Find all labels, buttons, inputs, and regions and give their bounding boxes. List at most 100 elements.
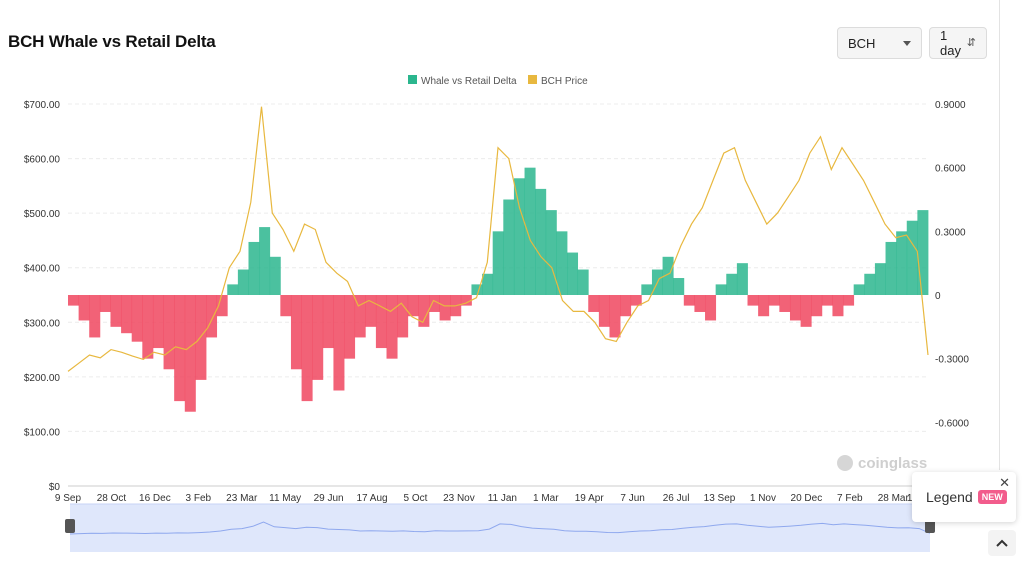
delta-bar bbox=[131, 295, 143, 342]
delta-bar bbox=[630, 295, 642, 306]
delta-bar bbox=[906, 220, 918, 295]
x-tick-label: 28 Oct bbox=[97, 493, 127, 504]
delta-bar bbox=[567, 252, 579, 295]
delta-bar bbox=[843, 295, 855, 306]
delta-bar bbox=[142, 295, 154, 359]
delta-bar bbox=[322, 295, 334, 349]
watermark-text: coinglass bbox=[858, 455, 927, 472]
x-tick-label: 11 Jan bbox=[488, 493, 517, 504]
y-left-tick-label: $600.00 bbox=[24, 155, 61, 166]
x-tick-label: 28 Mar bbox=[878, 493, 910, 504]
delta-bar bbox=[715, 284, 727, 295]
delta-bar bbox=[439, 295, 451, 321]
delta-bar bbox=[535, 188, 547, 295]
y-left-tick-label: $700.00 bbox=[24, 100, 61, 111]
panel-divider bbox=[999, 0, 1000, 470]
x-tick-label: 23 Nov bbox=[443, 493, 475, 504]
delta-bar bbox=[917, 210, 929, 295]
y-left-tick-label: $300.00 bbox=[24, 318, 61, 329]
delta-bar bbox=[503, 199, 515, 295]
delta-bar bbox=[492, 231, 504, 295]
delta-bar bbox=[588, 295, 600, 312]
x-tick-label: 3 Feb bbox=[186, 493, 212, 504]
coinglass-logo-icon bbox=[837, 455, 853, 471]
delta-bar bbox=[683, 295, 695, 306]
chevron-up-icon bbox=[996, 539, 1008, 547]
delta-bar bbox=[386, 295, 398, 359]
legend-swatch-price bbox=[528, 75, 537, 84]
coin-select[interactable]: BCH bbox=[837, 27, 922, 59]
chart-legend: Whale vs Retail Delta BCH Price bbox=[408, 75, 588, 87]
delta-bar bbox=[418, 295, 430, 327]
delta-bar bbox=[397, 295, 409, 338]
delta-bar bbox=[471, 284, 483, 295]
delta-bar bbox=[354, 295, 366, 338]
delta-bar bbox=[365, 295, 377, 327]
delta-bar bbox=[99, 295, 111, 312]
scroll-top-button[interactable] bbox=[988, 530, 1016, 556]
delta-bar bbox=[811, 295, 823, 317]
delta-bar bbox=[736, 263, 748, 295]
delta-bar bbox=[280, 295, 292, 317]
price-line-group bbox=[67, 106, 929, 372]
delta-bar bbox=[513, 178, 525, 295]
navigator-right-handle bbox=[925, 519, 935, 533]
x-tick-label: 16 Dec bbox=[139, 493, 171, 504]
delta-bar bbox=[885, 241, 897, 295]
delta-bar bbox=[312, 295, 324, 380]
delta-bar bbox=[248, 241, 260, 295]
delta-bar bbox=[110, 295, 122, 327]
y-right-tick-label: 0.3000 bbox=[935, 227, 966, 238]
watermark-group: coinglass bbox=[837, 455, 927, 472]
x-tick-label: 9 Sep bbox=[55, 493, 82, 504]
delta-bar bbox=[460, 295, 472, 306]
delta-bar bbox=[344, 295, 356, 359]
range-navigator bbox=[65, 503, 935, 552]
delta-bar bbox=[896, 231, 908, 295]
x-tick-label: 7 Feb bbox=[837, 493, 863, 504]
interval-select[interactable]: 1 day ⇵ bbox=[929, 27, 987, 59]
delta-chart: Whale vs Retail Delta BCH Price coinglass… bbox=[24, 75, 969, 552]
updown-arrows-icon: ⇵ bbox=[966, 36, 976, 49]
x-tick-label: 5 Oct bbox=[404, 493, 428, 504]
delta-bar bbox=[259, 227, 271, 295]
caret-down-icon bbox=[903, 40, 911, 46]
delta-bar bbox=[333, 295, 345, 391]
x-tick-label: 7 Jun bbox=[620, 493, 644, 504]
legend-swatch-delta bbox=[408, 75, 417, 84]
delta-bar bbox=[375, 295, 387, 349]
delta-bar bbox=[853, 284, 865, 295]
x-tick-label: 20 Dec bbox=[791, 493, 823, 504]
legend-label-price: BCH Price bbox=[541, 76, 588, 87]
y-left-tick-label: $100.00 bbox=[24, 427, 61, 438]
delta-bar bbox=[195, 295, 207, 380]
delta-bar bbox=[609, 295, 621, 338]
x-tick-label: 11 May bbox=[269, 493, 301, 504]
delta-bar bbox=[269, 256, 281, 295]
delta-bar bbox=[821, 295, 833, 306]
x-tick-label: 1 Nov bbox=[750, 493, 776, 504]
delta-bar bbox=[407, 295, 419, 317]
delta-bar bbox=[482, 273, 494, 295]
close-icon[interactable]: ✕ bbox=[999, 475, 1010, 490]
x-tick-label: 26 Jul bbox=[663, 493, 690, 504]
delta-bar bbox=[641, 284, 653, 295]
delta-bar bbox=[577, 269, 589, 295]
y-right-tick-label: 0.9000 bbox=[935, 100, 966, 111]
delta-bar bbox=[227, 284, 239, 295]
delta-bar bbox=[216, 295, 228, 317]
delta-bar bbox=[673, 278, 685, 295]
legend-popup[interactable]: Legend NEW ✕ bbox=[912, 472, 1016, 522]
delta-bar bbox=[779, 295, 791, 312]
delta-bar bbox=[290, 295, 302, 370]
delta-bar bbox=[747, 295, 759, 306]
page-title: BCH Whale vs Retail Delta bbox=[8, 32, 216, 51]
delta-bar bbox=[524, 167, 536, 295]
y-right-tick-label: -0.6000 bbox=[935, 418, 969, 429]
delta-bar bbox=[598, 295, 610, 327]
delta-bar bbox=[152, 295, 164, 349]
coin-select-value: BCH bbox=[848, 35, 876, 51]
navigator-series bbox=[69, 521, 931, 535]
delta-bar bbox=[428, 295, 441, 312]
delta-bar bbox=[800, 295, 812, 327]
